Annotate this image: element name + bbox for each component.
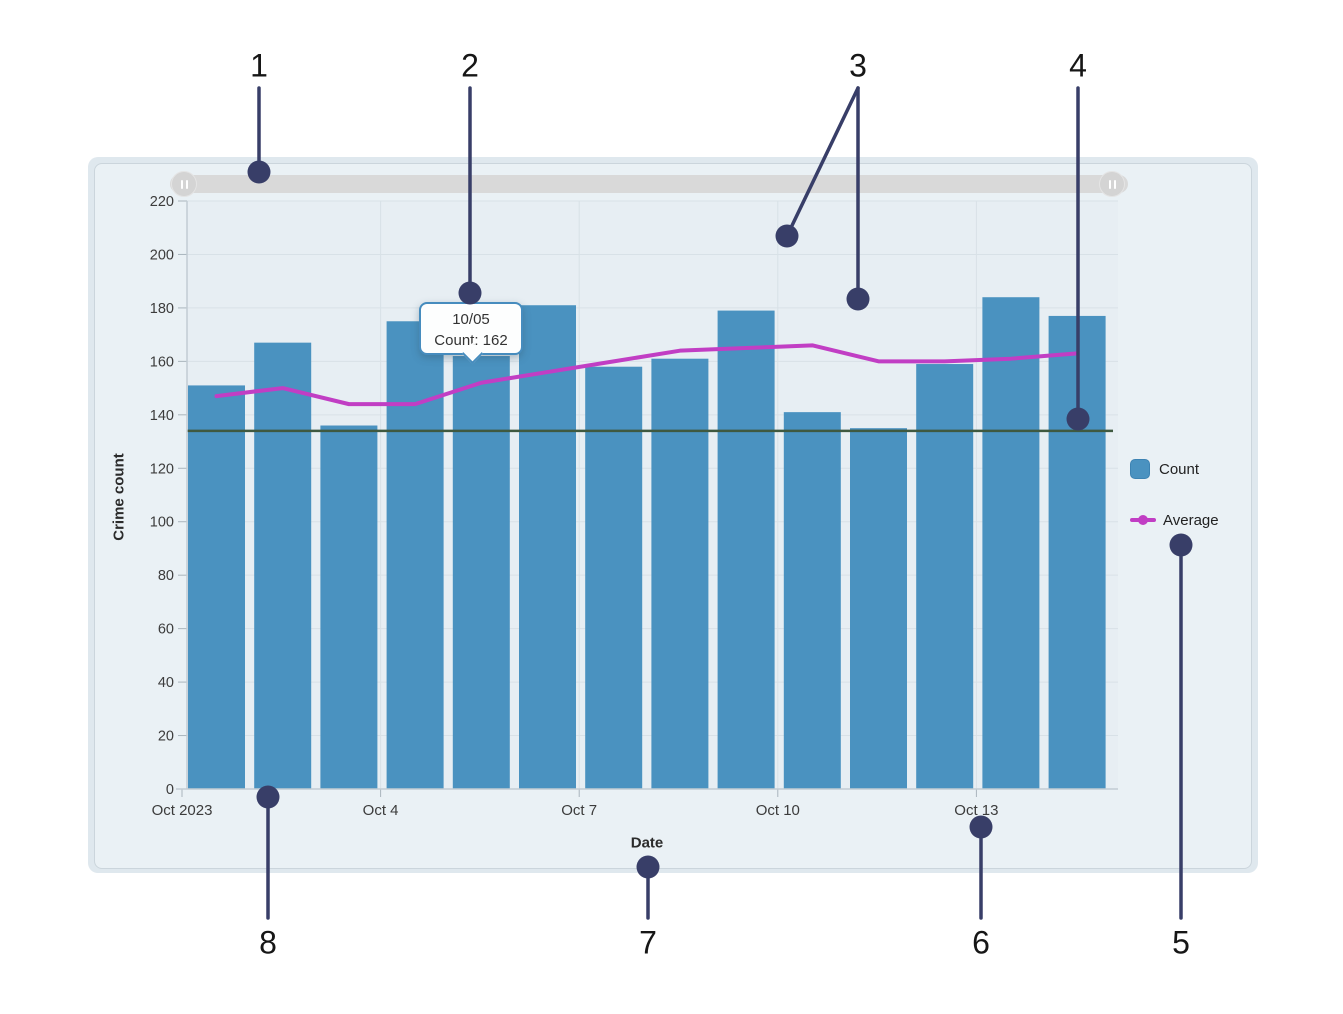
- bar-count-10/06[interactable]: [519, 305, 576, 789]
- x-tick-label: Oct 10: [756, 802, 800, 819]
- tooltip-count: Count: 162: [434, 332, 508, 349]
- bar-count-10/09[interactable]: [717, 310, 775, 789]
- legend-label: Average: [1163, 511, 1219, 529]
- average-line[interactable]: [214, 343, 1080, 407]
- callout-5: 5: [1172, 924, 1190, 961]
- y-tick-label: 180: [150, 301, 174, 317]
- x-tick-label: Oct 2023: [152, 802, 213, 819]
- y-axis-title: Crime count: [110, 453, 128, 541]
- x-tick-label: Oct 13: [954, 802, 998, 819]
- bar-count-10/08[interactable]: [651, 358, 709, 789]
- tooltip: 10/05 Count: 162: [419, 302, 523, 365]
- pause-icon: [185, 179, 188, 189]
- bar-count-10/07[interactable]: [585, 366, 643, 789]
- y-tick-label: 160: [150, 354, 174, 370]
- pause-icon: [180, 179, 183, 189]
- pause-icon: [1113, 179, 1116, 189]
- bar-count-10/03[interactable]: [320, 425, 378, 789]
- y-tick-label: 40: [158, 675, 174, 691]
- time-range-slider-track[interactable]: [170, 175, 1128, 193]
- legend-item-count[interactable]: Count: [1130, 452, 1248, 486]
- callout-8: 8: [259, 924, 277, 961]
- y-tick-label: 60: [158, 622, 174, 638]
- slider-left-handle[interactable]: [171, 171, 197, 197]
- bar-count-10/10[interactable]: [783, 412, 841, 789]
- average-dot-icon: [1138, 515, 1148, 525]
- bar-count-10/02[interactable]: [254, 342, 312, 789]
- bar-count-10/14[interactable]: [1048, 315, 1106, 789]
- callout-6: 6: [972, 924, 990, 961]
- bar-count-10/11[interactable]: [850, 428, 907, 789]
- bar-count-10/01[interactable]: [188, 385, 245, 789]
- tooltip-date: 10/05: [452, 311, 490, 328]
- y-tick-label: 220: [150, 194, 174, 210]
- y-tick-label: 20: [158, 729, 174, 745]
- bar-count-10/04[interactable]: [386, 321, 444, 789]
- slider-right-handle[interactable]: [1099, 171, 1125, 197]
- x-tick-label: Oct 4: [363, 802, 399, 819]
- x-tick-label: Oct 7: [561, 802, 597, 819]
- bar-count-10/13[interactable]: [982, 297, 1040, 789]
- legend-item-average[interactable]: Average: [1130, 503, 1248, 537]
- callout-3: 3: [849, 47, 867, 84]
- y-tick-label: 80: [158, 568, 174, 584]
- callout-7: 7: [639, 924, 657, 961]
- legend: Count Average: [1130, 452, 1248, 554]
- pause-icon: [1108, 179, 1111, 189]
- callout-4: 4: [1069, 47, 1087, 84]
- y-tick-label: 200: [150, 247, 174, 263]
- count-swatch-icon: [1130, 459, 1150, 479]
- y-tick-label: 120: [150, 461, 174, 477]
- y-tick-label: 140: [150, 408, 174, 424]
- average-line-icon: [1130, 515, 1156, 525]
- x-axis-title: Date: [630, 834, 664, 852]
- callout-2: 2: [461, 47, 479, 84]
- y-tick-label: 100: [150, 515, 174, 531]
- y-tick-label: 0: [166, 782, 174, 798]
- callout-1: 1: [250, 47, 268, 84]
- bar-count-10/05[interactable]: [452, 356, 510, 789]
- bar-count-10/12[interactable]: [916, 364, 974, 789]
- legend-label: Count: [1159, 460, 1200, 478]
